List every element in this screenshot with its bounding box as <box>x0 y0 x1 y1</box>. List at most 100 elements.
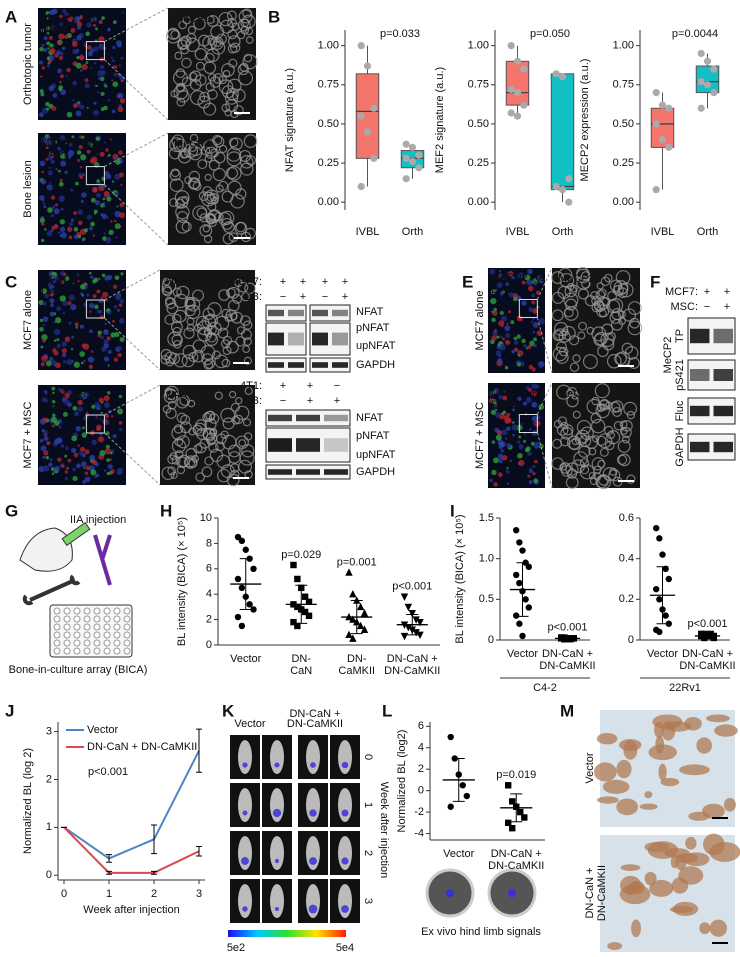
point <box>234 613 242 621</box>
cell <box>76 280 80 283</box>
point <box>520 101 528 109</box>
nucleus <box>242 418 252 427</box>
nucleus <box>228 35 241 48</box>
row-label: Vector <box>584 752 596 784</box>
caption: Ex vivo hind limb signals <box>421 926 541 938</box>
annotation: p=0.029 <box>281 549 321 561</box>
nucleus <box>227 286 240 299</box>
cell <box>41 397 47 403</box>
nucleus <box>201 353 214 366</box>
cell <box>76 21 83 28</box>
cell <box>57 68 62 74</box>
cell <box>115 40 122 47</box>
cell <box>96 179 100 183</box>
nucleus <box>197 159 208 170</box>
signal <box>242 810 248 816</box>
cell <box>120 272 124 276</box>
cell <box>81 394 88 400</box>
band <box>332 332 348 346</box>
nucleus <box>598 288 607 298</box>
nucleus <box>207 321 222 336</box>
cell <box>501 411 505 415</box>
nucleus <box>179 421 192 434</box>
well <box>123 607 131 615</box>
cell <box>523 344 527 348</box>
zoom-link <box>104 432 161 486</box>
week-label: 1 <box>362 802 374 808</box>
point <box>294 575 301 583</box>
well <box>103 647 111 655</box>
nucleus <box>169 197 179 208</box>
cell <box>43 435 49 441</box>
nucleus <box>590 418 606 434</box>
nucleus <box>184 298 196 310</box>
cell <box>101 16 105 20</box>
nucleus <box>578 321 588 331</box>
nucleus <box>165 407 177 419</box>
zoom-box <box>85 414 105 434</box>
legend-label: DN-CaN + DN-CaMKII <box>87 741 197 753</box>
band <box>713 328 733 344</box>
cell <box>91 186 98 193</box>
cell <box>499 341 503 344</box>
point <box>357 42 365 50</box>
cell <box>44 293 49 299</box>
panel-label: C <box>5 272 17 291</box>
signal <box>308 904 318 914</box>
band <box>288 362 304 368</box>
cell <box>105 148 109 152</box>
nucleus <box>175 219 190 234</box>
nucleus <box>201 466 213 478</box>
point <box>505 782 512 789</box>
cell <box>75 62 82 69</box>
nucleus <box>606 353 622 369</box>
cell <box>120 56 124 60</box>
band <box>288 332 304 346</box>
nucleus <box>192 181 202 191</box>
cell <box>105 413 110 419</box>
point <box>238 584 246 592</box>
cell <box>93 109 99 116</box>
point <box>301 608 309 616</box>
x-tick-label-line: Vector <box>443 848 475 860</box>
point <box>408 610 416 618</box>
tumor-region <box>701 803 725 819</box>
cell <box>72 103 78 109</box>
point <box>447 733 454 741</box>
cell <box>113 357 118 362</box>
cell <box>49 298 55 304</box>
x-tick-label-line: DN-CaN + <box>387 653 438 665</box>
week-label: 3 <box>362 898 374 904</box>
cell <box>114 173 121 180</box>
tumor-region <box>631 881 645 895</box>
point <box>658 101 667 109</box>
nucleus <box>563 306 579 321</box>
nucleus <box>227 44 238 54</box>
band-label: pS421 <box>674 359 686 391</box>
cell <box>108 153 111 157</box>
cell <box>494 411 501 418</box>
nucleus <box>234 278 243 288</box>
stain-label: DAPI <box>41 149 67 161</box>
panel-label: G <box>5 501 18 520</box>
cell <box>97 90 100 94</box>
cell <box>517 354 521 357</box>
cell <box>517 272 524 279</box>
nucleus <box>231 415 241 425</box>
point <box>356 602 365 611</box>
nucleus <box>598 309 607 318</box>
cell <box>62 300 68 306</box>
cell <box>520 422 523 426</box>
cell <box>40 92 45 97</box>
tumor-region <box>664 848 690 858</box>
point <box>665 620 672 627</box>
cell <box>532 345 535 348</box>
cell <box>516 440 521 444</box>
nucleus <box>601 323 614 336</box>
nucleus <box>600 276 611 287</box>
cell <box>539 364 543 369</box>
cell <box>498 459 503 464</box>
cell <box>79 69 83 72</box>
point <box>290 561 297 569</box>
cell <box>78 145 83 150</box>
